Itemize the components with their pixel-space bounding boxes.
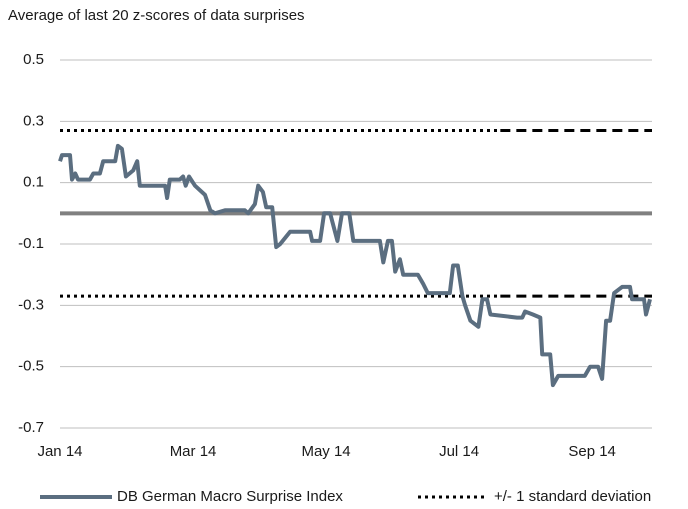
series-line bbox=[58, 143, 652, 388]
y-tick-label: 0.3 bbox=[23, 112, 44, 129]
y-tick-label: -0.1 bbox=[18, 235, 44, 252]
x-tick-label: Jul 14 bbox=[439, 443, 479, 460]
x-tick-label: Mar 14 bbox=[170, 443, 217, 460]
x-tick-label: Sep 14 bbox=[568, 443, 616, 460]
y-tick-label: -0.3 bbox=[18, 296, 44, 313]
y-tick-label: -0.7 bbox=[18, 419, 44, 436]
y-tick-label: 0.5 bbox=[23, 51, 44, 68]
x-tick-label: May 14 bbox=[301, 443, 350, 460]
x-tick-label: Jan 14 bbox=[37, 443, 82, 460]
legend-label: +/- 1 standard deviation bbox=[494, 488, 651, 505]
y-tick-label: -0.5 bbox=[18, 358, 44, 375]
chart-title: Average of last 20 z-scores of data surp… bbox=[8, 7, 305, 24]
legend-label: DB German Macro Surprise Index bbox=[117, 488, 343, 505]
y-tick-label: 0.1 bbox=[23, 174, 44, 191]
